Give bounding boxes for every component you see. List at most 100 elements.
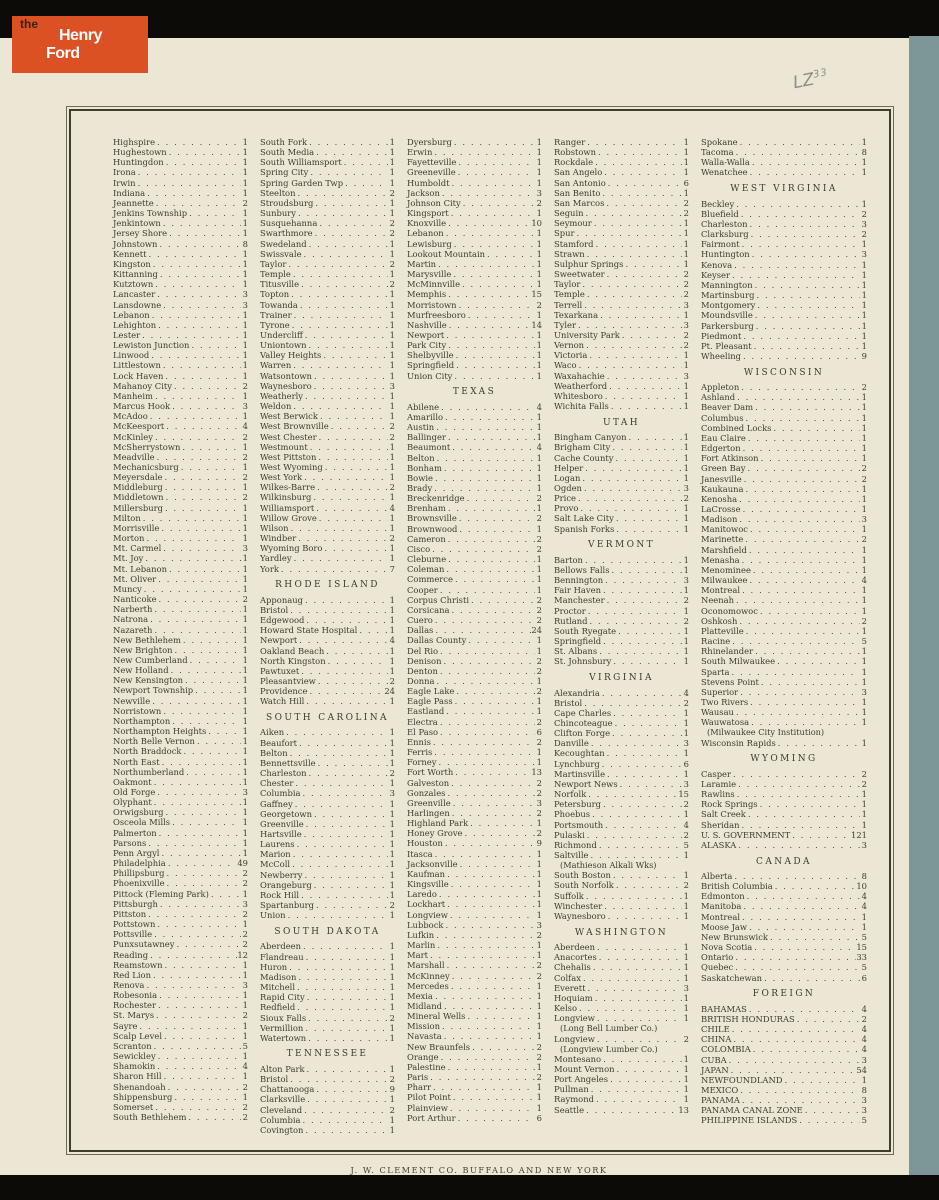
list-entry: Marysville1: [407, 269, 542, 279]
leader-dots: [595, 942, 682, 952]
entry-name: Oconomowoc: [701, 605, 758, 616]
leader-dots: [614, 880, 682, 890]
entry-name: Greeneville: [407, 167, 456, 178]
entry-name: New Braunfels: [407, 1041, 471, 1052]
entry-name: Norristown: [113, 705, 162, 716]
entry-name: Chattanooga: [260, 1084, 315, 1095]
leader-dots: [610, 565, 682, 575]
entry-value: 24: [531, 625, 542, 636]
list-entry: Marshall2: [407, 960, 542, 970]
entry-value: 1: [242, 248, 248, 259]
entry-value: 6: [683, 758, 689, 769]
entry-value: 1: [389, 512, 395, 523]
entry-name: U. S. GOVERNMENT: [701, 829, 791, 840]
entry-name: Montreal: [701, 585, 741, 596]
list-entry: Sweetwater2: [554, 269, 689, 279]
leader-dots: [451, 1092, 535, 1102]
list-entry: Beaumont4: [407, 442, 542, 452]
entry-name: Montgomery: [701, 300, 756, 311]
list-entry: Swarthmore2: [260, 228, 395, 238]
leader-dots: [797, 1115, 860, 1125]
leader-dots: [305, 1094, 388, 1104]
list-entry: Orange2: [407, 1052, 542, 1062]
leader-dots: [736, 779, 860, 789]
entry-name: St. Johnsbury: [554, 656, 612, 667]
entry-name: Suffolk: [554, 890, 584, 901]
entry-value: 2: [389, 421, 395, 432]
entry-value: 1: [242, 522, 248, 533]
leader-dots: [447, 320, 532, 330]
entry-name: Seymour: [554, 218, 592, 229]
list-entry: Wheeling9: [701, 351, 867, 361]
leader-dots: [740, 820, 860, 830]
leader-dots: [302, 829, 388, 839]
entry-name: Pulaski: [554, 829, 585, 840]
list-entry: Honey Grove2: [407, 828, 542, 838]
list-entry: Mt. Carmel3: [113, 543, 248, 553]
entry-value: 1: [536, 248, 542, 259]
leader-dots: [292, 310, 388, 320]
list-entry: Springfield1: [407, 360, 542, 370]
state-heading: WEST VIRGINIA: [730, 184, 838, 195]
list-column-3: Dyersburg1Erwin1Fayetteville1Greeneville…: [407, 137, 542, 1123]
entry-value: 1: [389, 910, 395, 921]
entry-value: 2: [536, 960, 542, 971]
leader-dots: [433, 849, 535, 859]
entry-name: Tacoma: [701, 147, 734, 158]
list-entry: McMinnville1: [407, 279, 542, 289]
leader-dots: [597, 952, 682, 962]
entry-value: 1: [683, 462, 689, 473]
list-entry: Racine5: [701, 636, 867, 646]
entry-name: Janesville: [701, 473, 742, 484]
entry-name: Mexia: [407, 990, 433, 1001]
list-entry: Terrell3: [554, 300, 689, 310]
entry-value: 2: [683, 829, 689, 840]
entry-name: Petersburg: [554, 799, 601, 810]
entry-value: 1: [683, 707, 689, 718]
list-entry: San Antonio6: [554, 178, 689, 188]
leader-dots: [314, 503, 388, 513]
state-heading: SOUTH DAKOTA: [274, 926, 381, 937]
list-entry: Weldon1: [260, 401, 395, 411]
entry-value: 2: [389, 482, 395, 493]
leader-dots: [157, 239, 241, 249]
leader-dots: [747, 922, 860, 932]
entry-value: 1: [242, 228, 248, 239]
entry-value: 1: [242, 888, 248, 899]
entry-value: 1: [242, 258, 248, 269]
leader-dots: [759, 677, 860, 687]
entry-name: New Brunswick: [701, 931, 768, 942]
list-entry: South Milwaukee1: [701, 656, 867, 666]
entry-name: South Media: [260, 147, 315, 158]
entry-name: Two Rivers: [701, 696, 749, 707]
entry-name: Highspire: [113, 137, 156, 147]
entry-name: Clarksville: [260, 1094, 306, 1105]
entry-value: 1: [683, 1063, 689, 1074]
leader-dots: [157, 828, 241, 838]
leader-dots: [301, 1115, 389, 1125]
entry-name: Cooper: [407, 584, 438, 595]
leader-dots: [295, 839, 388, 849]
entry-name: Pleasantview: [260, 675, 316, 686]
entry-name: Huntington: [701, 249, 750, 260]
entry-name: Moundsville: [701, 310, 753, 321]
list-entry: Cisco2: [407, 544, 542, 554]
entry-name: Nanticoke: [113, 594, 157, 605]
list-entry: Milwaukee4: [701, 575, 867, 585]
entry-name: Palestine: [407, 1061, 446, 1072]
entry-name: Kelso: [554, 1003, 578, 1014]
entry-value: 2: [683, 269, 689, 280]
list-entry: Indiana1: [113, 188, 248, 198]
entry-name: Meyersdale: [113, 472, 163, 483]
entry-name: South Boston: [554, 870, 611, 881]
entry-value: 1: [389, 879, 395, 890]
list-entry: Fort Worth13: [407, 767, 542, 777]
entry-name: Westmount: [260, 441, 308, 452]
entry-name: Fort Atkinson: [701, 453, 759, 464]
entry-name: Ogden: [554, 483, 582, 493]
logo-text-henry: Henry: [59, 27, 102, 44]
entry-name: Titusville: [260, 279, 300, 290]
entry-value: 1: [536, 980, 542, 991]
leader-dots: [611, 656, 682, 666]
leader-dots: [734, 707, 860, 717]
